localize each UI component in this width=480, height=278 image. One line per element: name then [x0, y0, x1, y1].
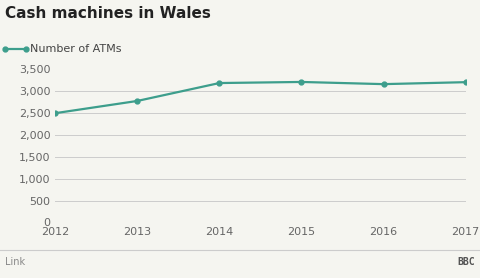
- Text: Cash machines in Wales: Cash machines in Wales: [5, 6, 211, 21]
- Text: BBC: BBC: [457, 257, 475, 267]
- Text: Number of ATMs: Number of ATMs: [30, 44, 122, 54]
- Text: Link: Link: [5, 257, 25, 267]
